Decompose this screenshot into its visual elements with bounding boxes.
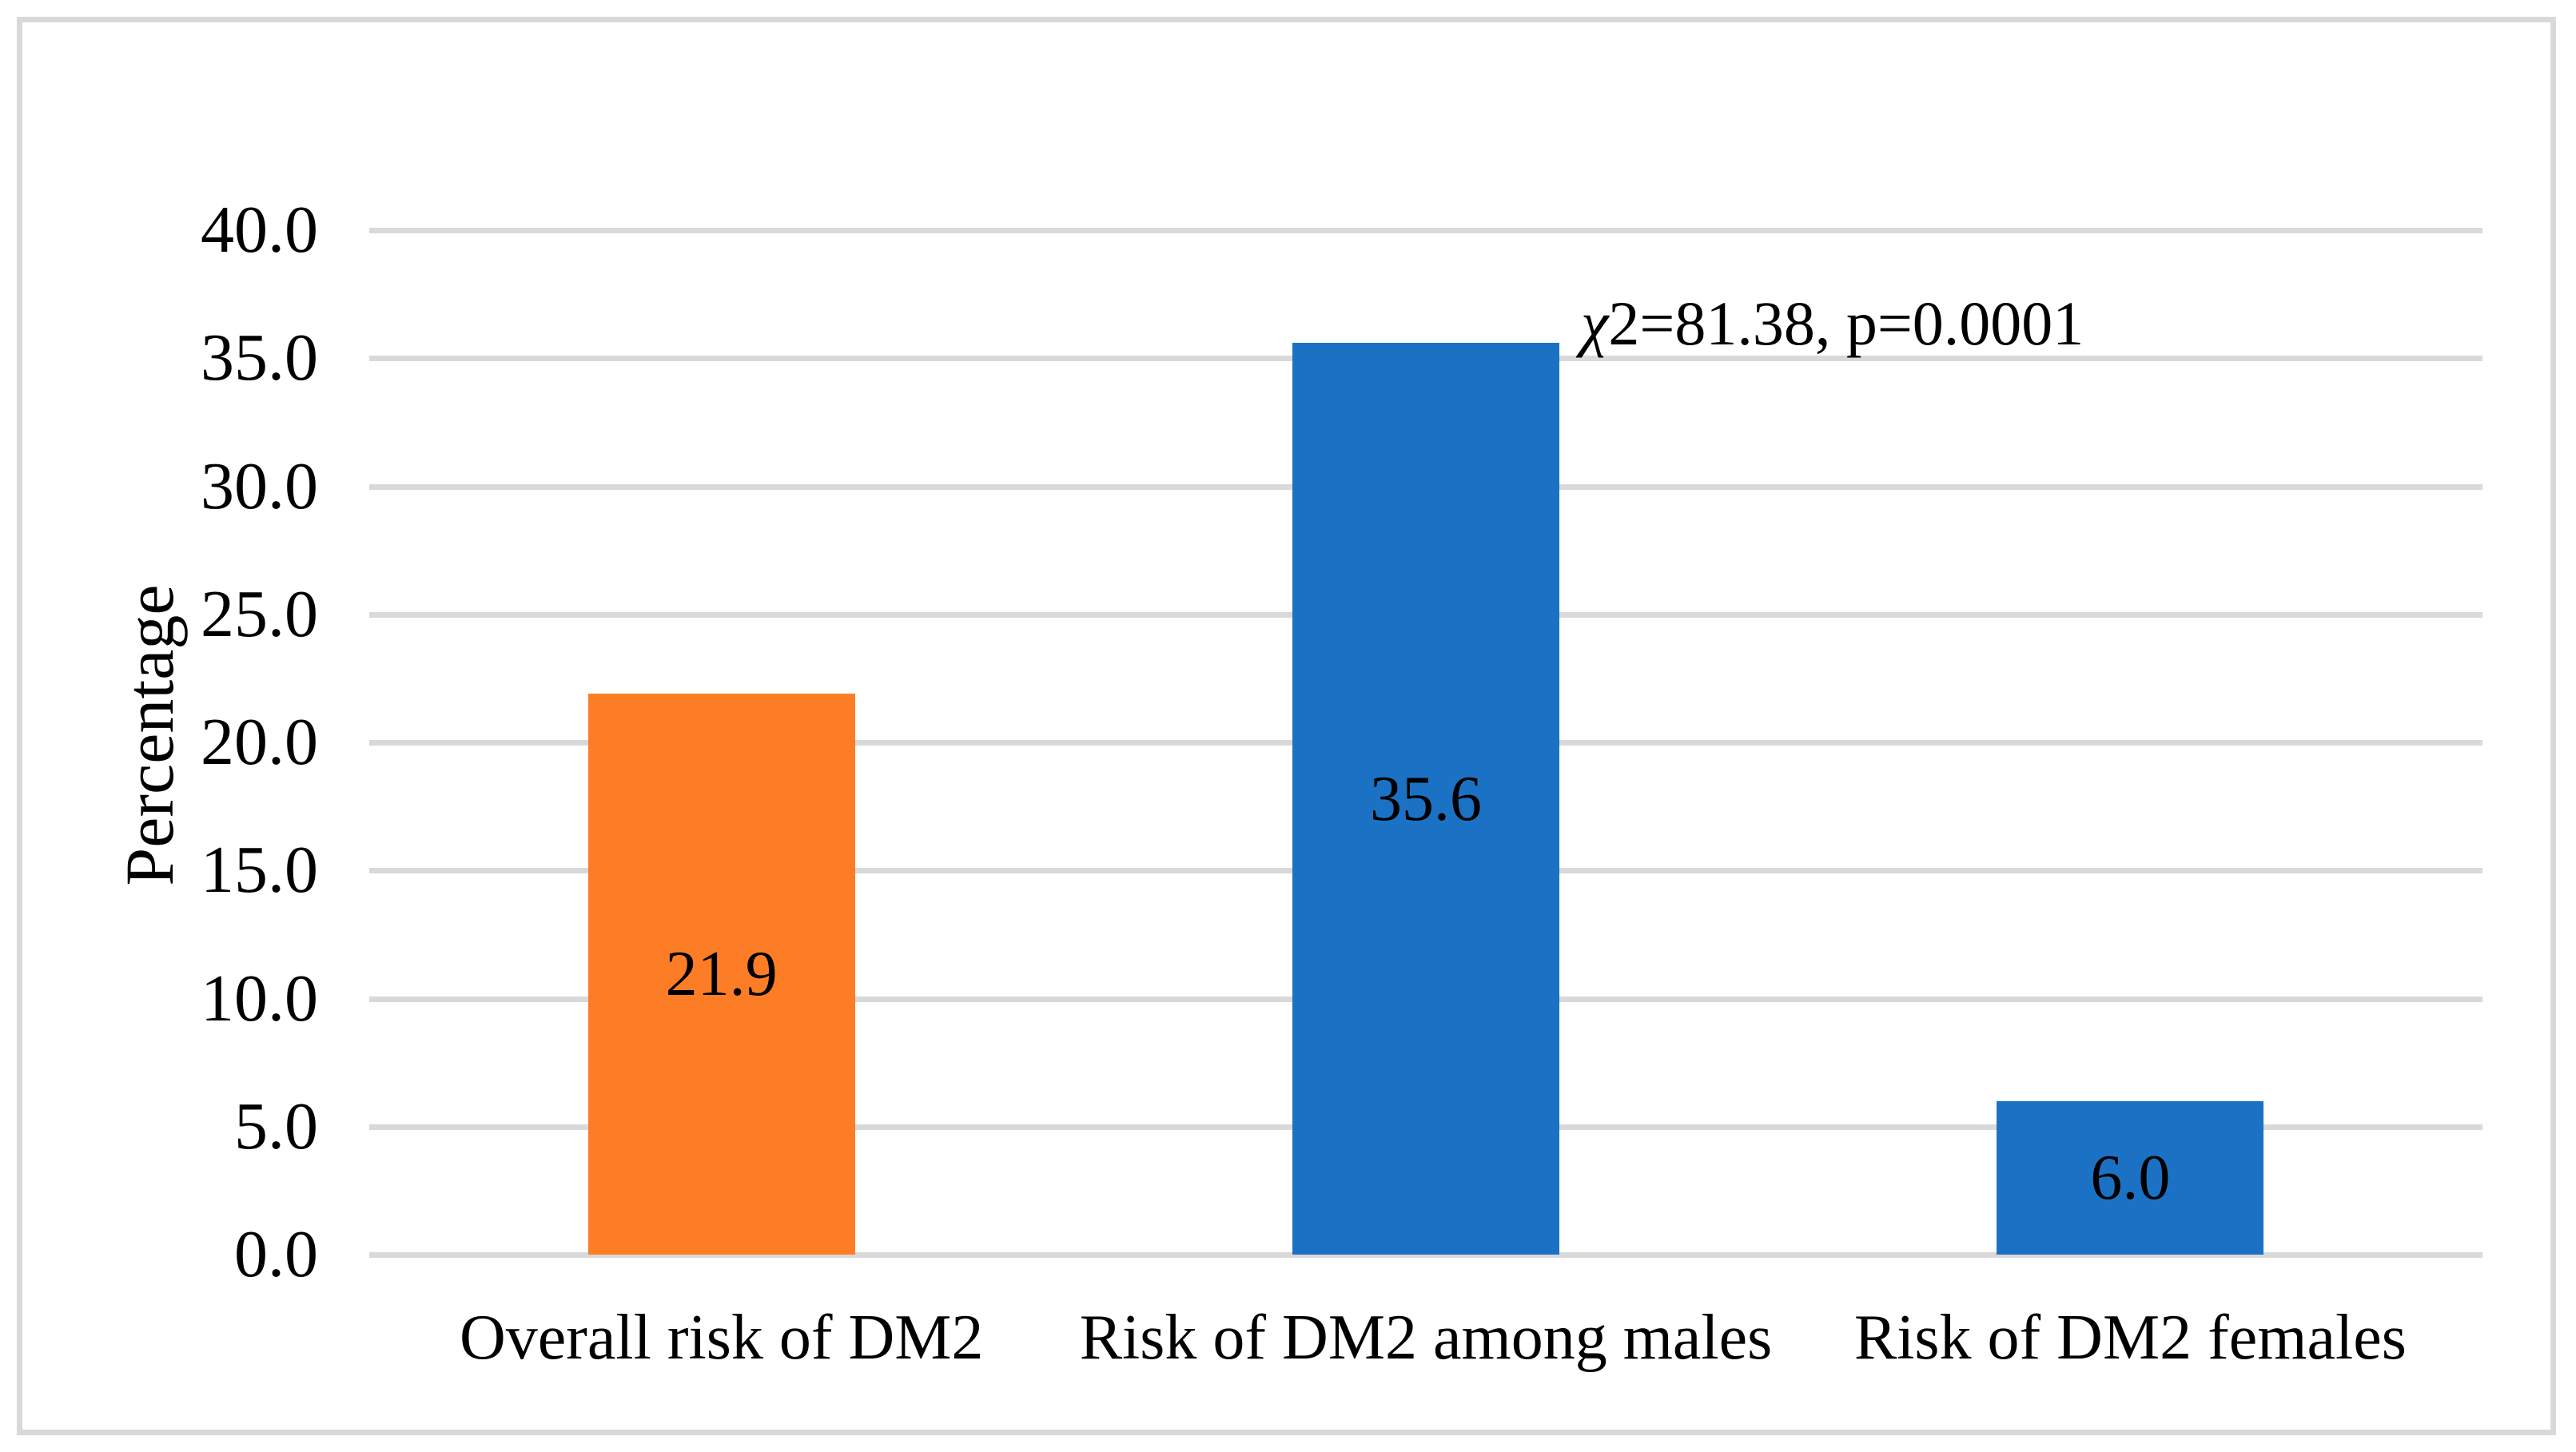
y-tick-label-15.0: 15.0 bbox=[201, 833, 318, 908]
y-tick-label-35.0: 35.0 bbox=[201, 320, 318, 396]
chi-square-annotation-text: 2=81.38, p=0.0001 bbox=[1608, 288, 2084, 358]
y-tick-label-30.0: 30.0 bbox=[201, 448, 318, 523]
bar-value-label-1: 21.9 bbox=[665, 939, 778, 1010]
bar-2: 35.6 bbox=[1292, 343, 1559, 1255]
category-label-1: Overall risk of DM2 bbox=[459, 1303, 984, 1373]
y-tick-label-20.0: 20.0 bbox=[201, 705, 318, 779]
bar-1: 21.9 bbox=[587, 694, 855, 1255]
chi-symbol: χ bbox=[1581, 288, 1609, 358]
chi-square-annotation: χ2=81.38, p=0.0001 bbox=[1581, 292, 2084, 355]
y-tick-label-25.0: 25.0 bbox=[201, 576, 318, 651]
bar-3: 6.0 bbox=[1997, 1100, 2264, 1255]
y-tick-label-40.0: 40.0 bbox=[201, 193, 318, 267]
gridline-40 bbox=[369, 228, 2482, 233]
category-label-2: Risk of DM2 among males bbox=[1079, 1303, 1773, 1373]
x-axis-line bbox=[369, 1252, 2482, 1258]
y-tick-label-5.0: 5.0 bbox=[234, 1088, 318, 1164]
plot-area: 21.9 35.6 6.0 bbox=[369, 228, 2482, 1258]
bar-value-label-2: 35.6 bbox=[1370, 763, 1482, 834]
bar-value-label-3: 6.0 bbox=[2090, 1142, 2171, 1213]
y-tick-label-10.0: 10.0 bbox=[201, 961, 318, 1036]
y-tick-label-0.0: 0.0 bbox=[234, 1217, 318, 1291]
category-label-3: Risk of DM2 females bbox=[1853, 1303, 2407, 1373]
